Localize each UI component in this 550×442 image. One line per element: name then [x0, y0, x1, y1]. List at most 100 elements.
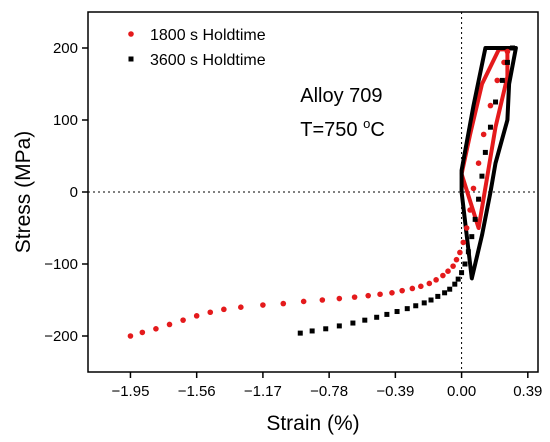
- x-tick-label: −1.95: [111, 383, 149, 400]
- data-point-1800s: [487, 102, 494, 109]
- data-point-3600s: [442, 290, 448, 296]
- data-point-1800s: [365, 292, 371, 299]
- x-tick-label: −0.39: [376, 383, 414, 400]
- data-point-1800s: [418, 283, 424, 290]
- legend-marker-1800s: [128, 31, 134, 37]
- data-point-3600s: [504, 59, 510, 65]
- data-point-3600s: [479, 173, 485, 179]
- data-point-1800s: [460, 239, 467, 246]
- data-point-1800s: [433, 277, 439, 283]
- data-point-3600s: [499, 77, 505, 83]
- data-point-1800s: [238, 304, 244, 311]
- data-point-1800s: [494, 77, 501, 84]
- x-tick-label: −0.78: [310, 383, 348, 400]
- data-point-1800s: [399, 287, 405, 294]
- data-point-3600s: [374, 314, 380, 320]
- data-point-1800s: [480, 131, 487, 138]
- data-point-3600s: [362, 317, 368, 323]
- data-point-3600s: [336, 323, 342, 329]
- data-point-1800s: [127, 333, 134, 339]
- y-axis-title: Stress (MPa): [12, 131, 35, 254]
- data-point-3600s: [421, 300, 427, 306]
- data-point-3600s: [394, 309, 400, 315]
- data-point-3600s: [350, 320, 356, 326]
- data-point-1800s: [389, 290, 395, 296]
- data-point-3600s: [462, 261, 468, 267]
- annotation-temperature-text: T=750: [300, 119, 363, 141]
- legend-label-1800s: 1800 s Holdtime: [150, 27, 266, 44]
- data-point-3600s: [469, 234, 475, 240]
- y-tick-label: 100: [53, 112, 78, 129]
- data-point-1800s: [377, 291, 383, 298]
- data-point-1800s: [280, 300, 287, 307]
- x-tick-label: 0.39: [513, 383, 542, 400]
- data-point-1800s: [453, 256, 460, 263]
- data-point-1800s: [193, 313, 200, 319]
- data-point-1800s: [470, 185, 477, 192]
- data-point-3600s: [384, 311, 390, 317]
- data-point-1800s: [409, 285, 416, 292]
- data-point-1800s: [221, 306, 227, 313]
- data-point-3600s: [487, 124, 493, 130]
- y-tick-label: −100: [44, 256, 78, 273]
- data-point-1800s: [166, 321, 173, 328]
- annotation-temperature-superscript: o: [363, 116, 370, 131]
- legend-item-3600s: 3600 s Holdtime: [128, 52, 266, 69]
- x-axis-title: Strain (%): [266, 412, 359, 435]
- annotation-alloy: Alloy 709: [300, 85, 382, 107]
- data-point-1800s: [457, 249, 463, 256]
- data-point-1800s: [351, 294, 358, 300]
- data-point-1800s: [445, 268, 451, 275]
- data-point-3600s: [465, 249, 471, 255]
- data-point-3600s: [493, 99, 499, 105]
- data-point-1800s: [440, 272, 446, 279]
- data-point-3600s: [323, 326, 329, 332]
- data-point-1800s: [153, 326, 159, 332]
- data-point-3600s: [482, 149, 488, 155]
- y-tick-label: −200: [44, 328, 78, 345]
- data-point-1800s: [300, 298, 307, 305]
- legend-label-3600s: 3600 s Holdtime: [150, 52, 266, 69]
- annotation-temperature: T=750 oC: [300, 116, 385, 141]
- data-point-3600s: [404, 306, 410, 312]
- data-point-1800s: [139, 329, 146, 336]
- data-point-1800s: [450, 263, 456, 269]
- data-point-1800s: [504, 48, 511, 55]
- data-point-3600s: [472, 216, 478, 222]
- data-point-3600s: [309, 328, 315, 334]
- data-point-3600s: [428, 297, 434, 303]
- data-point-1800s: [467, 207, 473, 213]
- data-point-3600s: [297, 330, 303, 336]
- data-point-3600s: [413, 303, 419, 309]
- data-point-1800s: [426, 280, 433, 287]
- data-point-3600s: [452, 281, 458, 287]
- x-tick-label: 0.00: [447, 383, 476, 400]
- data-point-3600s: [455, 276, 461, 282]
- loop-line-1: [459, 46, 518, 281]
- data-points: [127, 45, 516, 339]
- data-point-3600s: [476, 196, 482, 202]
- x-tick-label: −1.17: [244, 383, 282, 400]
- y-tick-label: 0: [70, 184, 78, 201]
- data-point-3600s: [435, 293, 441, 299]
- data-point-1800s: [207, 309, 214, 316]
- loop-lines: [459, 46, 518, 281]
- data-point-1800s: [463, 225, 470, 231]
- legend-item-1800s: 1800 s Holdtime: [128, 27, 266, 44]
- y-tick-label: 200: [53, 40, 78, 57]
- data-point-1800s: [180, 317, 186, 323]
- x-tick-label: −1.56: [178, 383, 216, 400]
- data-point-1800s: [260, 302, 266, 308]
- data-point-1800s: [319, 297, 326, 303]
- data-point-1800s: [475, 160, 482, 166]
- annotation-temperature-unit: C: [370, 119, 384, 141]
- legend: 1800 s Holdtime 3600 s Holdtime: [128, 27, 266, 69]
- data-point-3600s: [459, 270, 465, 276]
- data-point-3600s: [447, 286, 453, 292]
- axes: −1.95 −1.56 −1.17 −0.78 −0.39 0.00 0.39 −200 −10…: [44, 40, 542, 400]
- legend-marker-3600s: [128, 56, 134, 62]
- data-point-1800s: [336, 295, 343, 302]
- data-point-3600s: [510, 45, 516, 51]
